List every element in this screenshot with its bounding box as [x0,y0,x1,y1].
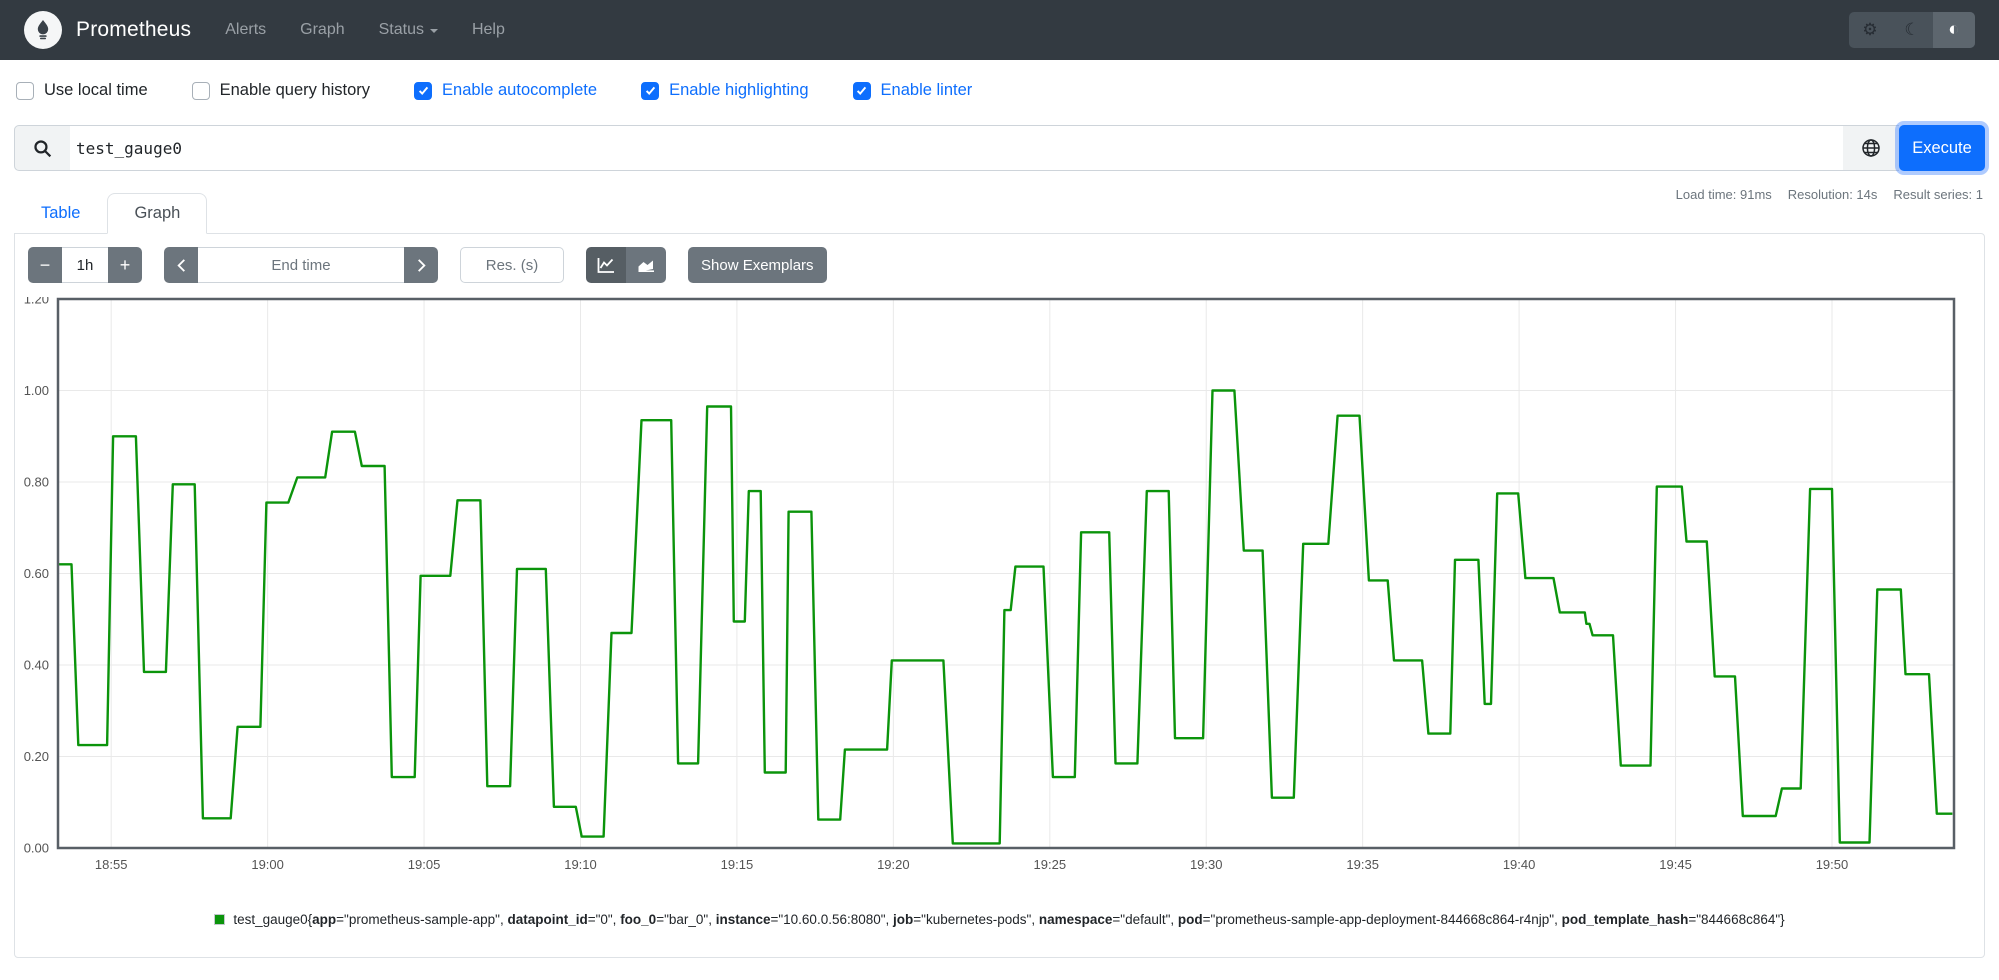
checkbox-enable-query-history[interactable]: Enable query history [191,81,370,100]
graph-controls: − 1h + Show Exe [28,247,1984,283]
time-back-button[interactable] [164,247,198,283]
series-label: test_gauge0{app="prometheus-sample-app",… [233,912,1785,927]
svg-text:19:00: 19:00 [251,857,284,872]
auto-contrast-icon[interactable]: ◐ [1933,12,1975,48]
search-icon [14,125,70,171]
svg-text:0.80: 0.80 [24,475,49,490]
gear-icon[interactable]: ⚙ [1862,20,1878,39]
show-exemplars-button[interactable]: Show Exemplars [688,247,827,283]
tab-table[interactable]: Table [41,204,81,222]
line-chart-icon[interactable] [586,247,626,283]
range-group: − 1h + [28,247,142,283]
svg-text:19:25: 19:25 [1034,857,1067,872]
checkbox-icon[interactable] [414,81,433,100]
endtime-group [164,247,438,283]
load-time: Load time: 91ms [1675,187,1772,202]
svg-text:0.60: 0.60 [24,566,49,581]
chart[interactable]: 0.00 0.20 0.40 0.60 0.80 1.00 1.20 18:55 19:00 19… [15,292,1984,882]
nav-links: Alerts Graph Status Help [225,21,505,39]
svg-text:19:45: 19:45 [1659,857,1692,872]
execute-button[interactable]: Execute [1899,125,1985,171]
graph-panel: − 1h + Show Exe [14,233,1985,958]
checkbox-icon[interactable] [852,81,871,100]
metrics-explorer-globe-icon[interactable] [1843,125,1899,171]
checkbox-icon[interactable] [16,81,34,100]
svg-text:18:55: 18:55 [95,857,128,872]
chart-type-toggle [586,247,666,283]
query-input[interactable] [70,125,1843,171]
nav-item-alerts[interactable]: Alerts [225,21,267,38]
svg-text:19:40: 19:40 [1503,857,1536,872]
time-forward-button[interactable] [404,247,438,283]
nav-item-graph[interactable]: Graph [300,21,345,38]
moon-icon[interactable]: ☾ [1904,20,1920,39]
svg-text:19:35: 19:35 [1346,857,1379,872]
svg-text:19:20: 19:20 [877,857,910,872]
nav-item-status[interactable]: Status [379,21,438,39]
resolution: Resolution: 14s [1787,187,1878,202]
options-row: Use local time Enable query history Enab… [16,81,1999,100]
chevron-down-icon [429,29,438,33]
brand[interactable]: Prometheus [24,11,191,49]
checkbox-enable-highlighting[interactable]: Enable highlighting [641,81,809,100]
chart-legend[interactable]: test_gauge0{app="prometheus-sample-app",… [15,912,1984,927]
result-series: Result series: 1 [1893,187,1983,202]
brand-name: Prometheus [76,18,192,41]
checkbox-enable-linter[interactable]: Enable linter [852,81,972,100]
prometheus-logo-icon [24,11,62,49]
query-bar: Execute [14,125,1985,171]
svg-text:19:05: 19:05 [408,857,441,872]
step-line-chart[interactable]: 0.00 0.20 0.40 0.60 0.80 1.00 1.20 18:55 19:00 19… [15,292,1984,877]
resolution-input[interactable] [460,247,564,283]
svg-text:1.00: 1.00 [24,383,49,398]
svg-text:19:50: 19:50 [1816,857,1849,872]
svg-text:0.20: 0.20 [24,749,49,764]
svg-text:19:10: 19:10 [564,857,597,872]
checkbox-use-local-time[interactable]: Use local time [16,81,148,100]
tabs-row: Table Graph Load time: 91ms Resolution: … [14,187,1985,234]
theme-toggle-group: ⚙ ☾ ◐ [1849,12,1975,48]
stacked-chart-icon[interactable] [626,247,666,283]
end-time-input[interactable] [198,247,404,283]
checkbox-icon[interactable] [641,81,660,100]
navbar: Prometheus Alerts Graph Status Help ⚙ ☾ … [0,0,1999,60]
svg-text:1.20: 1.20 [24,297,49,307]
range-increase-button[interactable]: + [108,247,142,283]
svg-text:19:30: 19:30 [1190,857,1223,872]
range-duration-input[interactable]: 1h [62,247,108,283]
checkbox-enable-autocomplete[interactable]: Enable autocomplete [414,81,597,100]
tab-graph[interactable]: Graph [107,193,208,234]
query-stats: Load time: 91ms Resolution: 14s Result s… [1676,187,1983,202]
range-decrease-button[interactable]: − [28,247,62,283]
svg-text:0.00: 0.00 [24,841,49,856]
nav-item-help[interactable]: Help [471,21,505,38]
svg-text:0.40: 0.40 [24,658,49,673]
svg-text:19:15: 19:15 [721,857,754,872]
series-color-swatch [214,914,226,925]
checkbox-icon[interactable] [191,81,210,100]
